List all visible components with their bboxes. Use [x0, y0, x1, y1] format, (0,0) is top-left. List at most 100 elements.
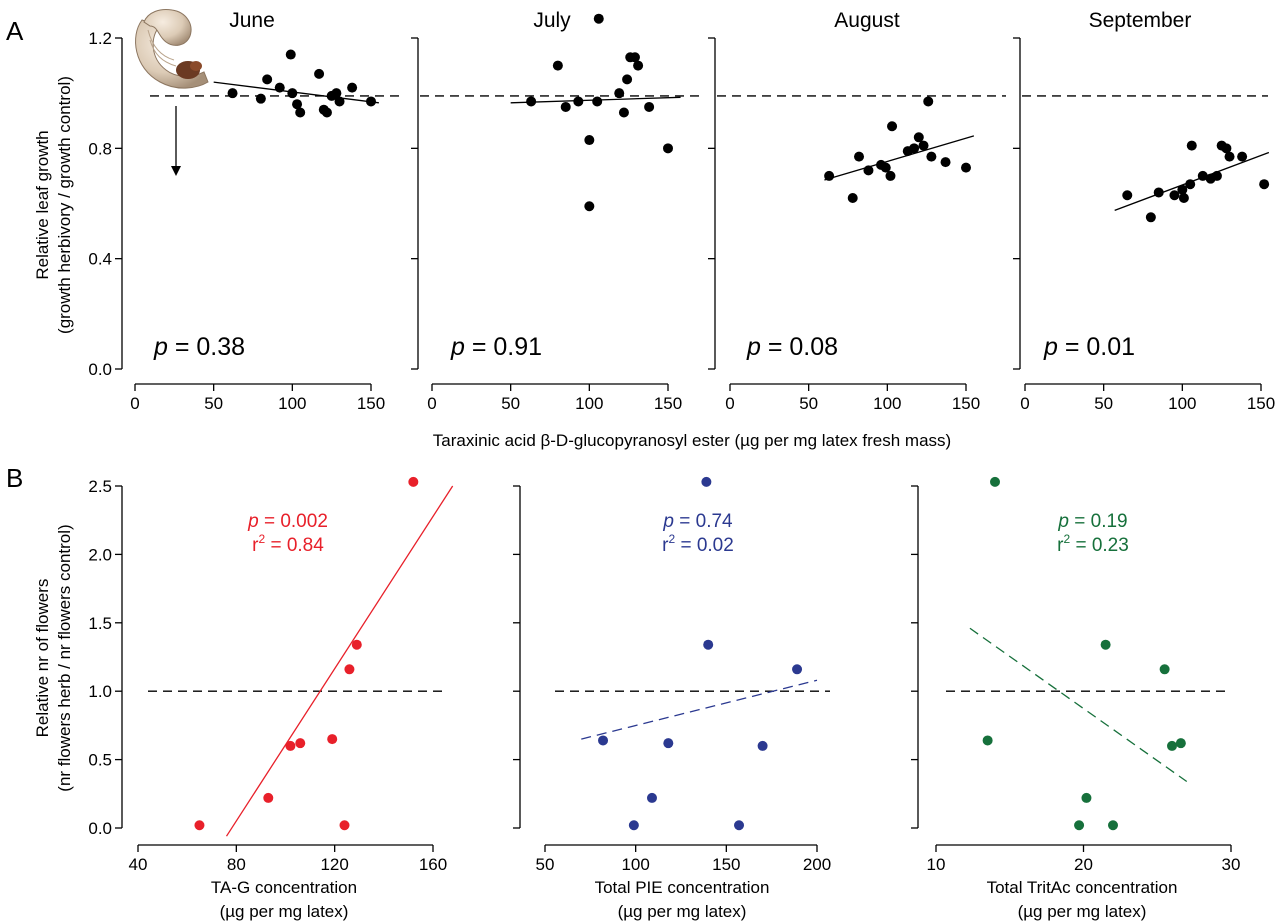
data-point — [1167, 740, 1177, 751]
data-point — [663, 738, 674, 749]
p-value-annotation: p = 0.74 — [662, 511, 733, 532]
x-tick-label: 100 — [278, 394, 306, 413]
x-tick-label: 150 — [357, 394, 385, 413]
x-tick-label: 50 — [501, 394, 520, 413]
y-tick-label: 0.0 — [88, 360, 112, 379]
x-tick-label: 50 — [204, 394, 223, 413]
y-tick-label: 1.2 — [88, 29, 112, 48]
data-point — [940, 157, 951, 168]
data-point — [314, 68, 325, 79]
x-axis-label-line2: (µg per mg latex) — [618, 902, 747, 921]
data-point — [982, 735, 993, 746]
data-point — [792, 664, 803, 675]
subplot-september: September p = 0.01 0 50 100 150 — [1013, 9, 1275, 413]
data-point — [863, 165, 874, 176]
subplot-tritac: p = 0.19 r2 = 0.23 Total TritAc concentr… — [911, 476, 1241, 921]
data-point — [629, 52, 640, 63]
data-point — [1159, 664, 1170, 675]
p-value: = 0.91 — [465, 333, 542, 361]
data-point — [593, 13, 604, 24]
data-point — [1224, 151, 1235, 162]
y-tick-label: 2.5 — [88, 477, 112, 496]
data-point — [344, 664, 355, 675]
x-tick-label: 100 — [873, 394, 901, 413]
p-symbol: p — [746, 333, 761, 361]
x-tick-label: 50 — [536, 855, 555, 874]
y-tick-label: 0.5 — [88, 751, 112, 770]
r-symbol: r — [1057, 535, 1064, 556]
p-value-annotation: p = 0.19 — [1057, 511, 1127, 532]
x-tick-label: 50 — [1094, 394, 1113, 413]
data-point — [757, 740, 768, 751]
x-tick-label: 80 — [227, 855, 246, 874]
p-value: = 0.38 — [168, 333, 245, 361]
data-point — [584, 135, 595, 146]
data-point — [646, 792, 657, 803]
p-value-annotation: p = 0.38 — [153, 333, 245, 361]
r-superscript: 2 — [1064, 532, 1071, 546]
panel-a-ylabel-line1: Relative leaf growth — [33, 130, 52, 279]
data-point — [1197, 170, 1208, 181]
subplot-june: June p = 0.38 0.0 0.4 0.8 1.2 0 50 100 150 — [88, 9, 404, 413]
data-point — [334, 96, 345, 107]
data-point — [285, 740, 296, 751]
p-value-annotation: p = 0.08 — [746, 333, 838, 361]
data-point — [703, 639, 714, 650]
data-point — [1108, 820, 1118, 831]
trend-line — [225, 485, 454, 837]
data-point — [274, 82, 285, 93]
p-value-annotation: p = 0.91 — [450, 333, 542, 361]
data-point — [263, 792, 274, 803]
panel-a-ylabel-line2: (growth herbivory / growth control) — [55, 76, 74, 334]
subplot-title: August — [834, 9, 900, 32]
data-point — [351, 639, 362, 650]
data-point — [1122, 190, 1133, 201]
subplot-august: August p = 0.08 0 50 100 150 — [708, 9, 1006, 413]
data-point — [1074, 820, 1085, 831]
p-value: = 0.19 — [1069, 511, 1128, 532]
data-point — [321, 107, 332, 118]
x-tick-label: 160 — [419, 855, 447, 874]
data-point — [1259, 179, 1270, 190]
data-point — [1153, 187, 1164, 198]
p-symbol: p — [662, 511, 674, 532]
data-point — [701, 476, 712, 487]
p-value: = 0.01 — [1058, 333, 1135, 361]
x-tick-label: 30 — [1222, 855, 1241, 874]
p-symbol: p — [247, 511, 259, 532]
r-superscript: 2 — [259, 532, 266, 546]
data-point — [598, 735, 609, 746]
x-tick-label: 100 — [1168, 394, 1196, 413]
data-point — [918, 140, 929, 151]
trend-line — [824, 135, 975, 181]
x-tick-label: 40 — [129, 855, 148, 874]
x-tick-label: 200 — [803, 855, 831, 874]
data-point — [285, 49, 296, 60]
y-tick-label: 0.8 — [88, 139, 112, 158]
r2-value: = 0.02 — [675, 535, 734, 556]
data-point — [408, 476, 419, 487]
r2-annotation: r2 = 0.23 — [1057, 532, 1129, 556]
data-point — [913, 132, 924, 143]
x-axis-label-line2: (µg per mg latex) — [1018, 902, 1147, 921]
data-point — [552, 60, 563, 71]
data-point — [622, 74, 633, 85]
p-value: = 0.74 — [674, 511, 733, 532]
data-point — [1185, 179, 1196, 190]
p-value-annotation: p = 0.01 — [1043, 333, 1135, 361]
subplot-title: July — [533, 9, 571, 32]
x-tick-label: 10 — [927, 855, 946, 874]
subplot-pie: p = 0.74 r2 = 0.02 Total PIE concentrati… — [513, 476, 831, 921]
x-tick-label: 100 — [621, 855, 649, 874]
data-point — [339, 820, 350, 831]
data-point — [618, 107, 629, 118]
data-point — [366, 96, 376, 107]
data-point — [255, 93, 266, 104]
data-point — [295, 738, 306, 749]
data-point — [854, 151, 865, 162]
data-point — [584, 201, 595, 212]
down-arrow-icon — [171, 106, 181, 176]
r2-annotation: r2 = 0.84 — [252, 532, 324, 556]
x-tick-label: 0 — [725, 394, 734, 413]
